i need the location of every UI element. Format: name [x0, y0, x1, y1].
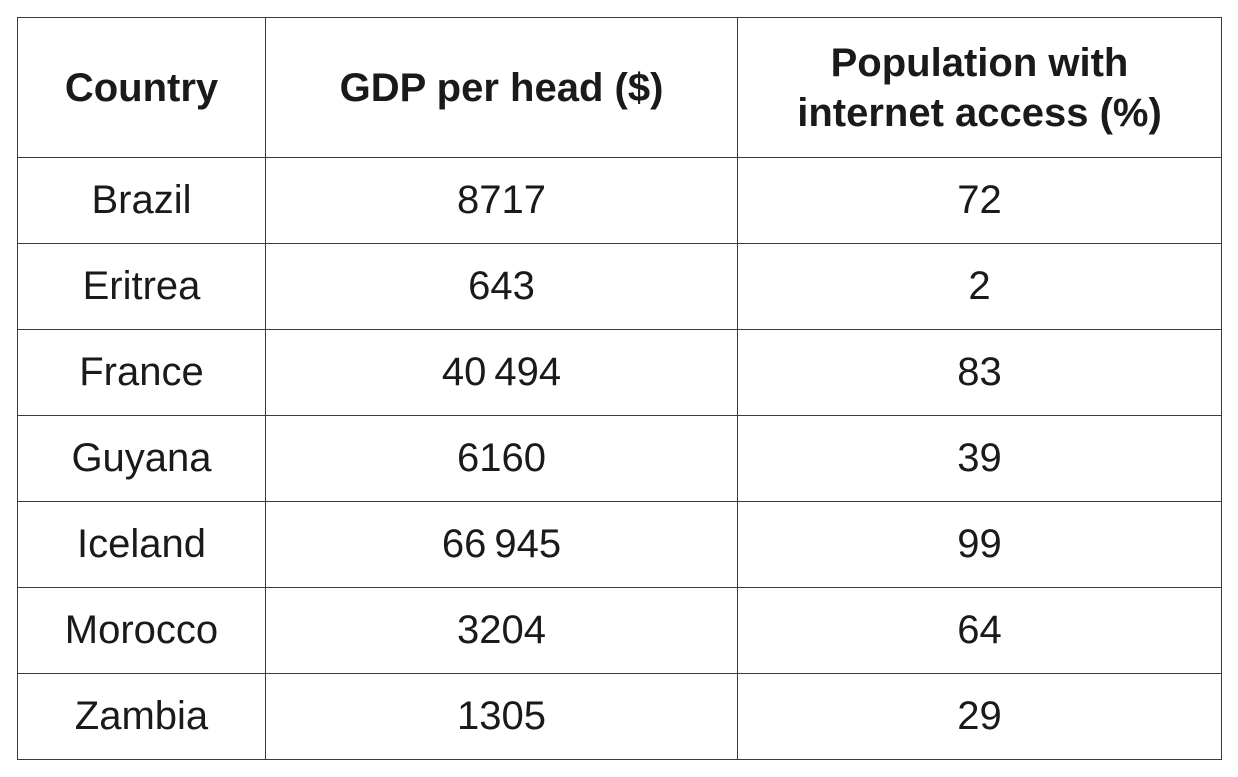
table-cell: France — [17, 329, 266, 416]
table-cell: Iceland — [17, 501, 266, 588]
table-cell: 40 494 — [265, 329, 738, 416]
table-cell: 99 — [737, 501, 1222, 588]
table-cell: 6160 — [265, 415, 738, 502]
table-header: Country GDP per head ($) Population with i… — [17, 17, 1222, 158]
table-cell: Brazil — [17, 157, 266, 244]
table-cell: 29 — [737, 673, 1222, 760]
header-text: Population with internet access (%) — [797, 40, 1162, 135]
table-cell: Eritrea — [17, 243, 266, 330]
table-row: Eritrea 643 2 — [17, 243, 1222, 330]
header-cell: Country — [17, 17, 266, 158]
table-body: Brazil 8717 72 Eritrea 643 2 France 40 494 83 Guy… — [17, 157, 1222, 760]
table-row: Brazil 8717 72 — [17, 157, 1222, 244]
table-cell: 66 945 — [265, 501, 738, 588]
table-row: Morocco 3204 64 — [17, 587, 1222, 674]
header-row: Country GDP per head ($) Population with i… — [17, 17, 1222, 158]
table-row: Zambia 1305 29 — [17, 673, 1222, 760]
header-text: GDP per head ($) — [339, 65, 664, 110]
table-cell: 39 — [737, 415, 1222, 502]
table-cell: 72 — [737, 157, 1222, 244]
header-cell: Population with internet access (%) — [737, 17, 1222, 158]
data-table: Country GDP per head ($) Population with i… — [17, 17, 1222, 760]
table-cell: Zambia — [17, 673, 266, 760]
table-cell: 64 — [737, 587, 1222, 674]
table-cell: 3204 — [265, 587, 738, 674]
table-cell: 643 — [265, 243, 738, 330]
header-cell: GDP per head ($) — [265, 17, 738, 158]
table-row: Guyana 6160 39 — [17, 415, 1222, 502]
table-cell: 1305 — [265, 673, 738, 760]
table-cell: 2 — [737, 243, 1222, 330]
table-cell: 8717 — [265, 157, 738, 244]
table-row: France 40 494 83 — [17, 329, 1222, 416]
table-row: Iceland 66 945 99 — [17, 501, 1222, 588]
header-text: Country — [64, 65, 219, 110]
table-cell: Guyana — [17, 415, 266, 502]
table-cell: Morocco — [17, 587, 266, 674]
table-cell: 83 — [737, 329, 1222, 416]
